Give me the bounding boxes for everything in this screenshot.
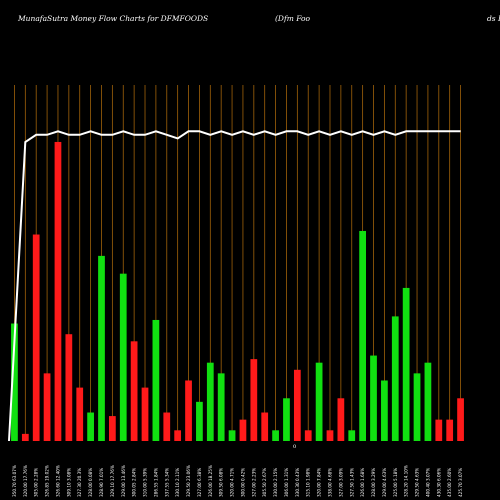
x-tick-label: 337.55 5.34%	[164, 468, 169, 497]
x-tick-label: 326.00 1.68%	[360, 468, 365, 497]
x-tick-label: 325.00 5.18%	[393, 468, 398, 497]
x-tick-label: 326.00 18.25%	[208, 465, 213, 497]
x-tick-label: 329.00 4.63%	[382, 468, 387, 497]
bar	[391, 316, 399, 441]
bar	[413, 373, 421, 441]
bar	[141, 387, 149, 441]
x-tick-label: 320.00 7.84%	[317, 468, 322, 497]
x-tick-label: 310.00 5.39%	[143, 468, 148, 497]
x-tick-label: 305.50 2.67%	[262, 468, 267, 497]
x-tick-label: 330.10 2.11%	[175, 468, 180, 497]
x-tick-label: 330.30 0.43%	[295, 468, 300, 497]
chart-subtitle: (Dfm Foo	[275, 14, 311, 23]
bar	[217, 373, 225, 441]
bar	[163, 412, 171, 441]
bar	[326, 430, 334, 441]
x-tick-label: 329.50 4.63%	[415, 468, 420, 497]
bar	[239, 419, 247, 441]
bar	[43, 373, 51, 441]
bar	[98, 255, 105, 441]
bar	[402, 287, 410, 441]
x-tick-label: 329.10 17.76%	[110, 465, 115, 497]
bar	[293, 369, 301, 441]
bar	[283, 398, 290, 441]
bar	[446, 419, 454, 441]
x-tick-label: 328.00 3.29%	[371, 468, 376, 497]
x-tick-label: 320.00 4.71%	[230, 468, 235, 497]
bar	[185, 380, 192, 441]
x-tick-label: 327.00 2.23%	[251, 468, 256, 497]
bar	[457, 398, 464, 441]
bar	[272, 430, 279, 441]
x-tick-label: 430.30 6.06%	[436, 468, 441, 497]
x-tick-label: 309.50 6.08%	[219, 468, 224, 497]
bar	[196, 401, 203, 441]
x-tick-label: 328.20 14.10%	[404, 465, 409, 497]
bar	[304, 430, 312, 441]
bar	[11, 323, 18, 441]
x-tick-label: 328.90 7.01%	[99, 468, 104, 497]
x-tick-label: 305.00 2.28%	[34, 468, 39, 497]
x-tick-label: 425.70 3.07%	[458, 468, 463, 497]
x-tick-label: 300.00 0.42%	[240, 468, 245, 497]
bar	[348, 430, 356, 441]
bar	[108, 416, 116, 441]
x-tick-label: 328.00 0.08%	[88, 468, 93, 497]
bar	[359, 230, 367, 441]
x-tick-label: 327.00 6.38%	[197, 468, 202, 497]
bar	[315, 362, 323, 441]
chart-subtitle-tail: ds L	[487, 14, 500, 23]
bar	[152, 319, 160, 441]
x-tick-label: 327.50 1.43%	[349, 468, 354, 497]
x-tick-label: 350.70 63.07%	[12, 465, 17, 497]
bar	[54, 141, 62, 441]
x-tick-label: 327.00 3.09%	[338, 468, 343, 497]
bar-series	[11, 141, 464, 441]
bar	[130, 341, 138, 441]
bar	[370, 355, 377, 441]
bar	[250, 359, 258, 441]
x-tick-label: 330.00 2.15%	[273, 468, 278, 497]
x-tick-label: 315.10 1.98%	[306, 468, 311, 497]
bar	[424, 362, 432, 441]
x-tick-label: 329.00 13.46%	[121, 465, 126, 497]
x-tick-label: 306.00 1.31%	[284, 468, 289, 497]
bar	[435, 419, 443, 441]
x-tick-label: 435.00 2.60%	[447, 468, 452, 497]
bar	[21, 433, 29, 441]
x-tick-label: 400.40 3.07%	[425, 468, 430, 497]
bar	[65, 334, 73, 441]
x-tick-label: 326.60 12.40%	[55, 465, 60, 497]
x-tick-label: 320.00 17.76%	[23, 465, 28, 497]
bar	[261, 412, 269, 441]
bar	[228, 430, 236, 441]
bar	[381, 380, 388, 441]
x-tick-label: 286.55 1.84%	[153, 468, 158, 497]
x-tick-label: 326.85 19.02%	[45, 465, 50, 497]
x-tick-label: 300.05 2.84%	[132, 468, 137, 497]
x-tick-label: 329.50 23.06%	[186, 465, 191, 497]
bar	[76, 387, 84, 441]
chart-title: MunafaSutra Money Flow Charts for DFMFOO…	[18, 14, 209, 23]
x-tick-label: 309.10 3.08%	[66, 468, 71, 497]
axis-zero-mark: 0	[293, 444, 297, 450]
x-tick-label: 338.00 4.68%	[327, 468, 332, 497]
bar	[32, 234, 40, 441]
price-line	[8, 130, 461, 442]
bar	[119, 273, 127, 441]
bar	[206, 362, 214, 441]
x-tick-label: 327.30 20.3%	[77, 468, 82, 497]
bar	[174, 430, 182, 441]
bar	[87, 412, 94, 441]
x-tick-labels: 350.70 63.07% 320.00 17.76% 305.00 2.28% 32…	[12, 465, 463, 497]
bar	[337, 398, 345, 441]
